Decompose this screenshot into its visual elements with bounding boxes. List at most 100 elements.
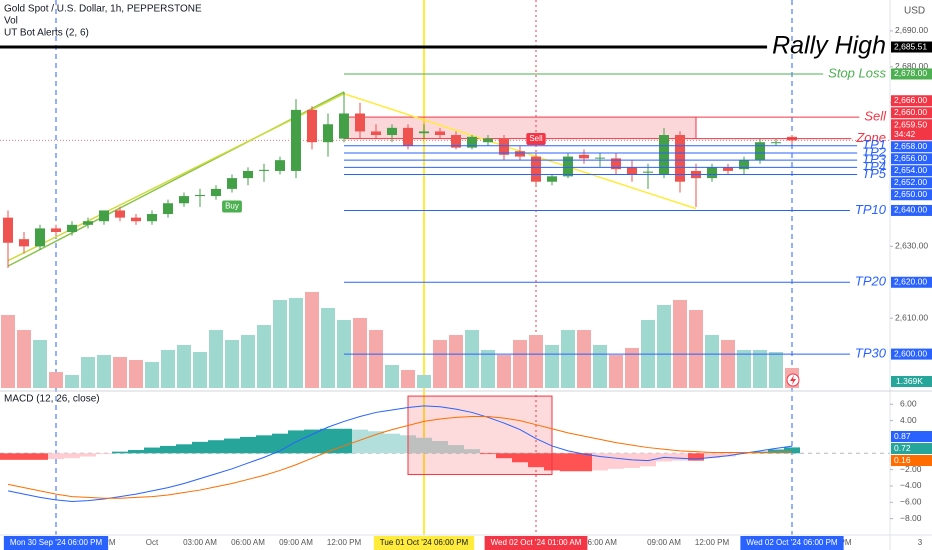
- macd-hist-bar: [624, 453, 640, 468]
- macd-legend: MACD (12, 26, close): [4, 394, 100, 405]
- volume-bar: [737, 350, 751, 388]
- volume-bar: [33, 339, 47, 388]
- level-price-label-box: [891, 204, 932, 216]
- time-label: 03:00 AM: [183, 538, 217, 547]
- volume-bar: [385, 365, 399, 388]
- candle-body: [35, 228, 45, 247]
- volume-bar: [353, 317, 367, 388]
- volume-bar: [577, 329, 591, 388]
- volume-bar: [369, 329, 383, 388]
- current-price-label-box: [891, 119, 932, 141]
- level-label: Stop Loss: [828, 65, 886, 80]
- macd-hist-bar: [368, 431, 384, 454]
- level-price-label: 2,666.00: [894, 95, 927, 105]
- candle-body: [259, 169, 269, 171]
- volume-bar: [401, 370, 415, 388]
- candle-body: [387, 127, 397, 136]
- level-price-label: 2,620.00: [894, 277, 927, 287]
- level-label: TP30: [855, 346, 887, 361]
- level-label: TP1: [862, 137, 886, 152]
- macd-hist-bar: [320, 428, 336, 454]
- macd-hist-bar: [688, 453, 704, 461]
- level-price-label-box: [891, 68, 932, 80]
- macd-hist-bar: [32, 453, 48, 460]
- volume-bar: [225, 339, 239, 388]
- macd-hist-bar: [704, 453, 720, 459]
- macd-hist-bar: [480, 453, 496, 455]
- macd-hist-bar: [768, 449, 784, 454]
- macd-hist-bar: [528, 453, 544, 468]
- volume-bar: [545, 345, 559, 388]
- time-label: 3: [918, 538, 923, 547]
- time-label: 12:00 PM: [327, 538, 362, 547]
- y-tick-label: 2,690.00: [895, 25, 928, 35]
- candle-body: [291, 109, 301, 171]
- hist-last-label: 0.72: [894, 443, 911, 453]
- level-price-label-box: [891, 107, 932, 119]
- candle-body: [19, 239, 29, 247]
- volume-bar: [129, 359, 143, 388]
- time-label: 06:00 AM: [231, 538, 265, 547]
- candle-body: [67, 224, 77, 232]
- macd-line: [7, 405, 793, 502]
- macd-hist-bar: [672, 453, 688, 461]
- volume-bar: [161, 350, 175, 388]
- chart-title: Gold Spot / U.S. Dollar, 1h, PEPPERSTONE: [4, 4, 202, 15]
- currency: USD: [904, 6, 925, 17]
- macd-hist-bar: [256, 435, 272, 454]
- volume-bar: [97, 354, 111, 388]
- level-label: Rally High: [772, 32, 886, 60]
- level-label: TP3: [862, 152, 887, 167]
- time-highlight-box: [740, 536, 844, 550]
- candle-body: [419, 131, 429, 134]
- macd-hist-bar: [48, 453, 64, 460]
- volume-legend: Vol: [4, 16, 18, 27]
- macd-hist-bar: [336, 428, 352, 454]
- candle-body: [579, 154, 589, 159]
- level-price-label: 2,654.00: [894, 165, 927, 175]
- macd-hist-bar: [160, 445, 176, 454]
- candle-body: [483, 138, 493, 143]
- macd-hist-bar: [128, 450, 144, 454]
- axis-layer: 2,690.002,680.002,670.002,630.002,610.00…: [3, 25, 932, 550]
- alert-icon-bolt: [790, 375, 796, 385]
- level-price-label: 2,650.00: [894, 189, 927, 199]
- candle-body: [467, 136, 477, 148]
- volume-bar: [81, 356, 95, 388]
- level-label: Sell: [864, 109, 887, 124]
- signal-last-label-box: [891, 455, 932, 467]
- volume-bar: [721, 339, 735, 388]
- time-label-highlight: Tue 01 Oct '24 06:00 PM: [380, 538, 469, 547]
- indicator-legend: UT Bot Alerts (2, 6): [4, 28, 89, 39]
- macd-last-label-box: [891, 431, 932, 443]
- macd-y-tick-label: 6.00: [900, 399, 917, 409]
- level-label: TP20: [855, 274, 887, 289]
- macd-hist-bar: [784, 447, 800, 454]
- volume-bar: [753, 350, 767, 388]
- volume-bar: [433, 339, 447, 388]
- level-price-label: 2,600.00: [894, 348, 927, 358]
- macd-hist-bar: [208, 440, 224, 454]
- volume-bar: [769, 352, 783, 388]
- countdown: 34:42: [894, 129, 916, 139]
- level-label: Zone: [855, 130, 886, 145]
- macd-hist-bar: [448, 445, 464, 454]
- level-label: TP5: [862, 166, 887, 181]
- volume-bar: [593, 345, 607, 388]
- macd-hist-bar: [112, 451, 128, 454]
- candle-body: [99, 210, 109, 222]
- volume-bar: [1, 314, 15, 388]
- signal-label: Buy: [225, 202, 239, 211]
- volume-bar: [113, 356, 127, 388]
- macd-hist-bar: [592, 453, 608, 471]
- level-price-label: 2,658.00: [894, 141, 927, 151]
- macd-last-label: 0.87: [894, 431, 911, 441]
- volume-bar: [145, 361, 159, 388]
- macd-hist-bar: [416, 437, 432, 454]
- candle-body: [323, 124, 333, 143]
- time-label: 12:00 PM: [695, 538, 730, 547]
- candle-body: [371, 131, 381, 136]
